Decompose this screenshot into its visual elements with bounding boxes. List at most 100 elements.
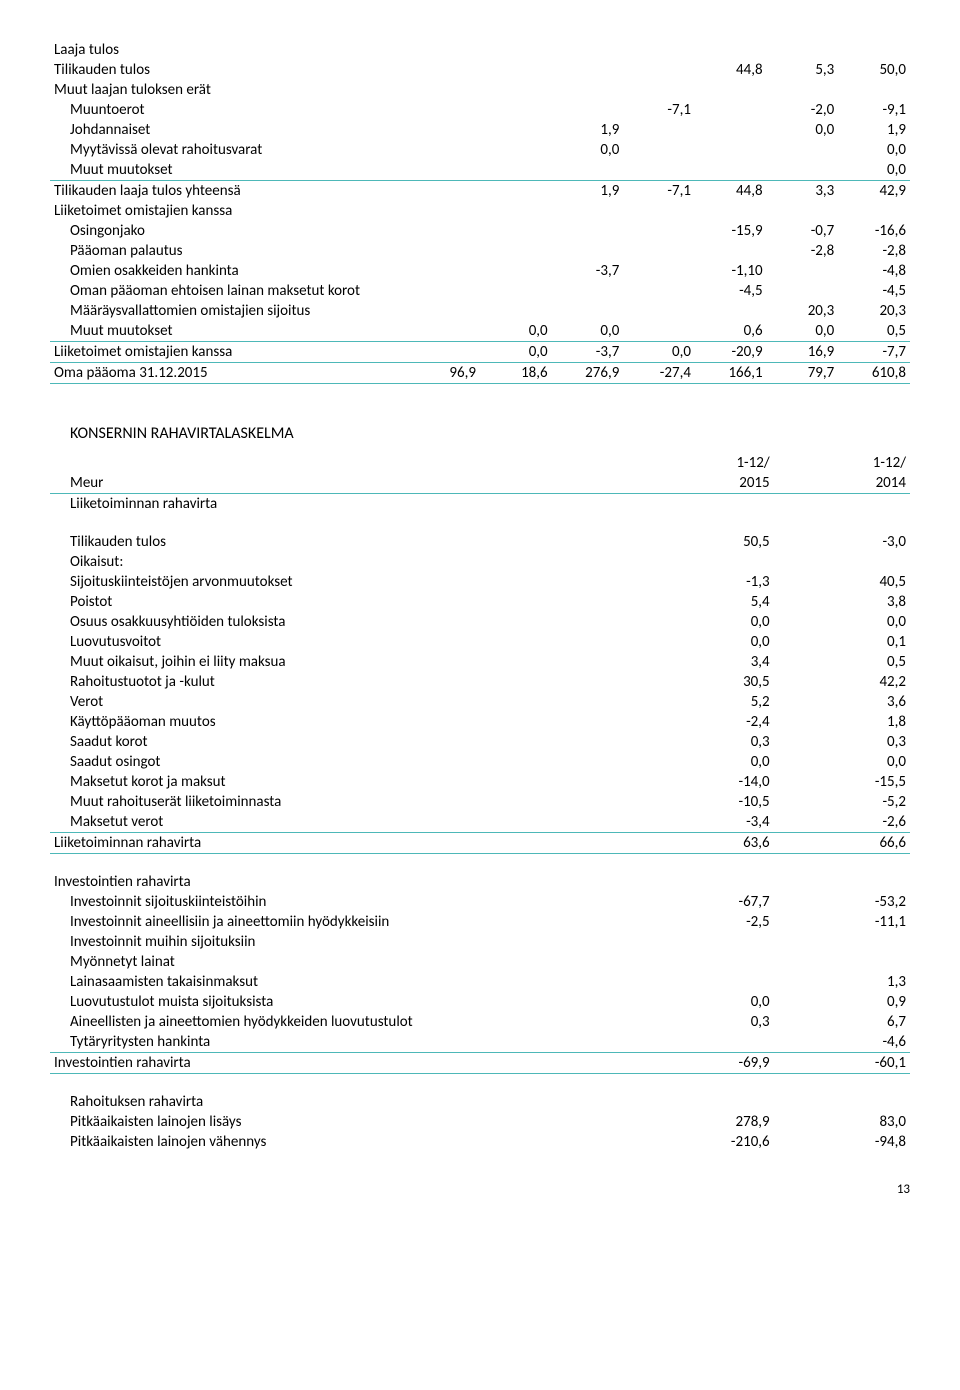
cell: 0,0 — [767, 120, 839, 140]
cell — [623, 301, 695, 321]
table-row: Luovutusvoitot0,00,1 — [50, 632, 910, 652]
cell — [695, 301, 767, 321]
cell — [637, 1032, 773, 1053]
row-label: Osingonjako — [50, 221, 408, 241]
cell — [623, 281, 695, 301]
cell — [637, 952, 773, 972]
cell: -2,0 — [767, 100, 839, 120]
cell — [408, 120, 480, 140]
cell: 0,5 — [774, 652, 910, 672]
table-row: Pääoman palautus-2,8-2,8 — [50, 241, 910, 261]
cell — [838, 80, 910, 100]
table-row: Osingonjako-15,9-0,7-16,6 — [50, 221, 910, 241]
table-row: Tilikauden laaja tulos yhteensä1,9-7,144… — [50, 181, 910, 202]
cell: 0,5 — [838, 321, 910, 342]
cell — [552, 160, 624, 181]
cell: -7,1 — [623, 100, 695, 120]
row-label: Investointien rahavirta — [50, 872, 637, 892]
row-label: Investoinnit aineellisiin ja aineettomii… — [50, 912, 637, 932]
cell — [623, 321, 695, 342]
cell: 0,0 — [838, 160, 910, 181]
cell — [623, 60, 695, 80]
cell: 1,3 — [774, 972, 910, 992]
cashflow-table: 1-12/1-12/Meur20152014Liiketoiminnan rah… — [50, 453, 910, 1152]
cell: 5,2 — [637, 692, 773, 712]
cell: 0,0 — [552, 140, 624, 160]
table-row: Saadut korot0,30,3 — [50, 732, 910, 752]
table-row: Saadut osingot0,00,0 — [50, 752, 910, 772]
cell — [408, 181, 480, 202]
cell — [408, 40, 480, 60]
cell — [767, 80, 839, 100]
cell: 0,6 — [695, 321, 767, 342]
row-label: Rahoituksen rahavirta — [50, 1092, 637, 1112]
row-label: Lainasaamisten takaisinmaksut — [50, 972, 637, 992]
table-row: Osuus osakkuusyhtiöiden tuloksista0,00,0 — [50, 612, 910, 632]
cell — [623, 80, 695, 100]
cell: 5,4 — [637, 592, 773, 612]
row-label: Tilikauden tulos — [50, 532, 637, 552]
row-label: Saadut osingot — [50, 752, 637, 772]
cell — [408, 80, 480, 100]
cell: -2,8 — [767, 241, 839, 261]
cell: 96,9 — [408, 363, 480, 384]
table-row: Maksetut verot-3,4-2,6 — [50, 812, 910, 833]
row-label: Poistot — [50, 592, 637, 612]
table-row: Oma pääoma 31.12.201596,918,6276,9-27,41… — [50, 363, 910, 384]
row-label: Maksetut korot ja maksut — [50, 772, 637, 792]
cell: -2,4 — [637, 712, 773, 732]
cell: -53,2 — [774, 892, 910, 912]
cell: -2,6 — [774, 812, 910, 833]
cell — [637, 494, 773, 515]
cell: 0,1 — [774, 632, 910, 652]
row-label: Osuus osakkuusyhtiöiden tuloksista — [50, 612, 637, 632]
cell: -4,5 — [695, 281, 767, 301]
cell — [552, 80, 624, 100]
table-row: Poistot5,43,8 — [50, 592, 910, 612]
cell: 166,1 — [695, 363, 767, 384]
row-label: Sijoituskiinteistöjen arvonmuutokset — [50, 572, 637, 592]
row-label: Johdannaiset — [50, 120, 408, 140]
cell: 63,6 — [637, 833, 773, 854]
row-label: Liiketoimet omistajien kanssa — [50, 342, 408, 363]
row-label: Liiketoiminnan rahavirta — [50, 833, 637, 854]
cell — [408, 60, 480, 80]
row-label: Liiketoimet omistajien kanssa — [50, 201, 408, 221]
table-row: Investoinnit sijoituskiinteistöihin-67,7… — [50, 892, 910, 912]
cell: 44,8 — [695, 60, 767, 80]
cell — [480, 140, 552, 160]
cell — [408, 221, 480, 241]
cell: -7,7 — [838, 342, 910, 363]
cell: -4,8 — [838, 261, 910, 281]
cell: 42,2 — [774, 672, 910, 692]
cell — [408, 301, 480, 321]
cell: 0,0 — [480, 321, 552, 342]
cell: 0,3 — [637, 1012, 773, 1032]
cell: 20,3 — [838, 301, 910, 321]
cell — [552, 201, 624, 221]
row-label: Käyttöpääoman muutos — [50, 712, 637, 732]
table-row: Pitkäaikaisten lainojen vähennys-210,6-9… — [50, 1132, 910, 1152]
cell: -3,7 — [552, 342, 624, 363]
row-label: Pitkäaikaisten lainojen vähennys — [50, 1132, 637, 1152]
cell — [637, 972, 773, 992]
cell — [767, 201, 839, 221]
cell — [480, 40, 552, 60]
table-row: Laaja tulos — [50, 40, 910, 60]
row-label: Oman pääoman ehtoisen lainan maksetut ko… — [50, 281, 408, 301]
cell — [695, 140, 767, 160]
cell — [408, 100, 480, 120]
table-row: Muuntoerot-7,1-2,0-9,1 — [50, 100, 910, 120]
table-row — [50, 1074, 910, 1093]
table-row: Investoinnit aineellisiin ja aineettomii… — [50, 912, 910, 932]
cell — [767, 140, 839, 160]
cell — [695, 201, 767, 221]
cell — [480, 201, 552, 221]
table-header-row: 1-12/1-12/ — [50, 453, 910, 473]
table-row: Pitkäaikaisten lainojen lisäys278,983,0 — [50, 1112, 910, 1132]
cell — [774, 494, 910, 515]
cell: 0,0 — [637, 612, 773, 632]
row-label: Investointien rahavirta — [50, 1053, 637, 1074]
row-label: Oma pääoma 31.12.2015 — [50, 363, 408, 384]
cell: -210,6 — [637, 1132, 773, 1152]
